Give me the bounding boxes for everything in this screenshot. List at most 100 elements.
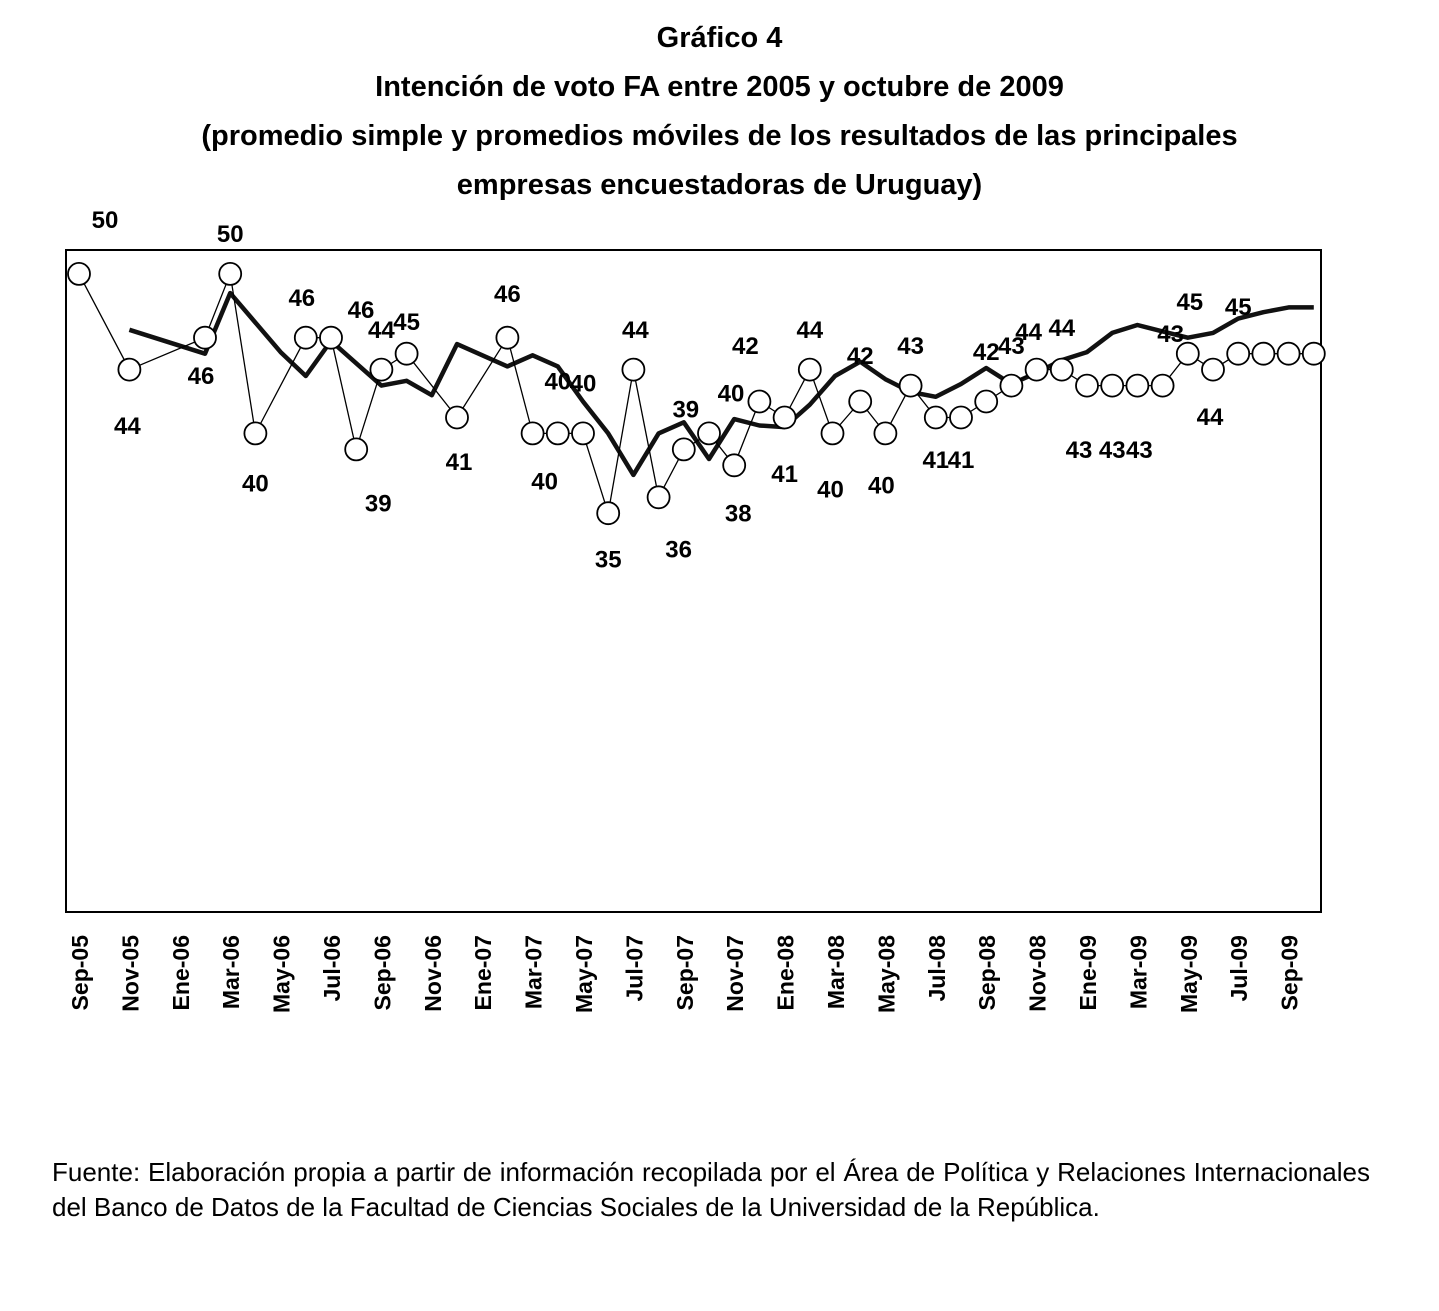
x-tick-label: Sep-06 bbox=[369, 935, 395, 1010]
data-point-marker bbox=[545, 421, 570, 446]
data-point-label: 40 bbox=[544, 369, 571, 396]
data-point-label: 42 bbox=[847, 343, 874, 370]
data-point-label: 50 bbox=[92, 207, 119, 234]
data-point-label: 44 bbox=[796, 317, 823, 344]
data-point-label: 46 bbox=[188, 363, 215, 390]
x-tick-label: May-09 bbox=[1176, 935, 1202, 1013]
data-point-marker bbox=[848, 389, 873, 414]
x-tick-label: Mar-07 bbox=[521, 935, 547, 1009]
data-point-marker bbox=[1251, 341, 1276, 366]
data-point-marker bbox=[369, 357, 394, 382]
x-tick-label: Nov-05 bbox=[117, 935, 143, 1012]
data-point-marker bbox=[1276, 341, 1301, 366]
data-point-label: 43 bbox=[998, 333, 1025, 360]
data-point-marker bbox=[999, 373, 1024, 398]
data-point-label: 40 bbox=[817, 477, 844, 504]
data-point-marker bbox=[1075, 373, 1099, 398]
data-point-marker bbox=[1226, 341, 1251, 366]
x-tick-label: Jul-08 bbox=[924, 935, 950, 1002]
data-point-marker bbox=[394, 341, 419, 366]
data-point-label: 44 bbox=[1197, 404, 1224, 431]
data-point-label: 41 bbox=[922, 447, 949, 474]
x-axis-tick-labels: Sep-05 Nov-05 Ene-06 Mar-06 May-06 Jul-06 Sep-… bbox=[67, 935, 1303, 1013]
data-point-marker bbox=[747, 389, 772, 414]
data-point-marker bbox=[596, 501, 621, 526]
data-point-label: 45 bbox=[1176, 289, 1203, 316]
data-point-marker bbox=[243, 421, 268, 446]
data-point-label: 40 bbox=[242, 471, 269, 498]
data-point-label: 43 bbox=[1066, 437, 1093, 464]
data-point-marker bbox=[1024, 357, 1049, 382]
data-point-label: 45 bbox=[393, 309, 420, 336]
data-point-marker bbox=[67, 261, 91, 286]
data-point-marker bbox=[117, 357, 142, 382]
chart-title: Gráfico 4 bbox=[656, 22, 783, 54]
x-tick-label: Jul-07 bbox=[621, 935, 647, 1001]
data-point-marker bbox=[319, 325, 343, 350]
x-tick-label: Ene-06 bbox=[168, 935, 194, 1010]
data-point-label: 44 bbox=[1048, 315, 1075, 342]
data-point-label: 41 bbox=[446, 449, 473, 476]
data-point-label: 43 bbox=[897, 333, 924, 360]
data-point-marker bbox=[898, 373, 923, 398]
data-point-marker bbox=[293, 325, 318, 350]
data-point-label: 42 bbox=[973, 339, 1000, 366]
data-point-marker bbox=[820, 421, 845, 446]
x-tick-label: Sep-05 bbox=[67, 935, 93, 1011]
data-point-label: 43 bbox=[1099, 437, 1126, 464]
x-tick-label: May-07 bbox=[571, 935, 597, 1013]
x-tick-label: Nov-06 bbox=[420, 935, 446, 1012]
data-point-label: 39 bbox=[365, 491, 392, 518]
data-point-marker bbox=[1125, 373, 1150, 398]
data-point-marker bbox=[949, 405, 973, 430]
chart-titles: Gráfico 4 Intención de voto FA entre 200… bbox=[0, 14, 1439, 210]
data-point-marker bbox=[495, 325, 520, 350]
data-point-marker bbox=[1049, 357, 1074, 382]
data-point-label: 50 bbox=[217, 221, 244, 248]
data-point-marker bbox=[697, 421, 721, 446]
x-tick-label: Nov-07 bbox=[722, 935, 748, 1012]
data-point-label: 43 bbox=[1126, 437, 1153, 464]
x-tick-label: Sep-08 bbox=[974, 935, 1000, 1011]
data-point-label: 36 bbox=[665, 537, 692, 564]
x-tick-label: Sep-07 bbox=[672, 935, 698, 1010]
data-point-label: 40 bbox=[570, 371, 597, 398]
x-tick-label: Sep-09 bbox=[1277, 935, 1303, 1010]
data-point-marker bbox=[520, 421, 545, 446]
chart-subtitle-line-1: Intención de voto FA entre 2005 y octubr… bbox=[375, 71, 1064, 103]
data-point-label: 44 bbox=[114, 413, 141, 440]
data-point-label: 43 bbox=[1157, 321, 1184, 348]
x-tick-label: Mar-06 bbox=[218, 935, 244, 1009]
data-point-label: 45 bbox=[1225, 294, 1252, 321]
simple-average-series bbox=[67, 261, 1326, 526]
data-point-marker bbox=[193, 325, 217, 350]
data-point-marker bbox=[873, 421, 898, 446]
data-point-marker bbox=[1150, 373, 1175, 398]
plot-area-frame bbox=[65, 249, 1322, 913]
chart-subtitle-line-2: (promedio simple y promedios móviles de … bbox=[201, 120, 1238, 152]
x-tick-label: May-06 bbox=[269, 935, 295, 1013]
data-point-label: 42 bbox=[732, 333, 759, 360]
data-point-label: 41 bbox=[771, 461, 798, 488]
data-point-label: 40 bbox=[868, 473, 895, 500]
data-point-marker bbox=[1100, 373, 1125, 398]
data-point-marker bbox=[445, 405, 469, 430]
x-tick-label: Nov-08 bbox=[1025, 935, 1051, 1012]
data-point-label: 40 bbox=[718, 381, 745, 408]
x-tick-label: May-08 bbox=[873, 935, 899, 1013]
data-point-marker bbox=[218, 261, 243, 286]
x-tick-label: Ene-07 bbox=[470, 935, 496, 1010]
data-point-label: 38 bbox=[725, 501, 752, 528]
data-point-marker bbox=[571, 421, 595, 446]
data-point-marker bbox=[1175, 341, 1200, 366]
x-tick-label: Ene-09 bbox=[1075, 935, 1101, 1010]
data-point-label: 46 bbox=[288, 285, 315, 312]
data-point-label: 44 bbox=[1015, 319, 1042, 346]
data-point-marker bbox=[1301, 341, 1326, 366]
source-note: Fuente: Elaboración propia a partir de i… bbox=[52, 1157, 1370, 1222]
data-point-marker bbox=[923, 405, 948, 430]
data-point-label: 41 bbox=[948, 447, 975, 474]
data-point-marker bbox=[772, 405, 797, 430]
x-tick-label: Jul-09 bbox=[1226, 935, 1252, 1001]
